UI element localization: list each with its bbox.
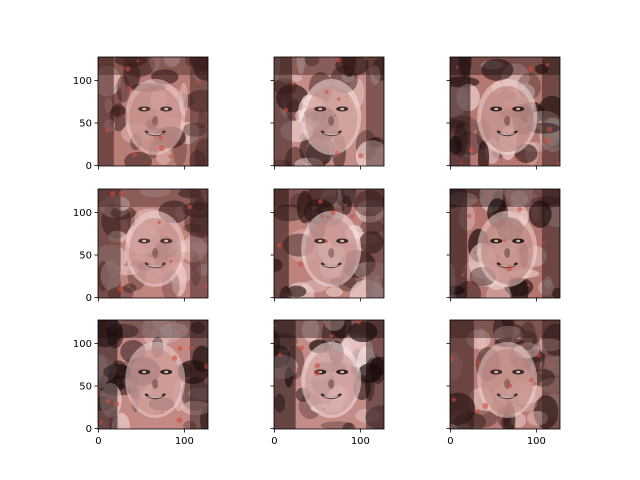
face-image [98,189,208,298]
y-tick-label: 50 [79,250,92,261]
panel-grid: 0 50 100 0 50 100 0 100 0 50 100 0 100 0 100 [73,56,561,447]
y-tick-label: 100 [73,208,92,219]
axes-frame [273,56,385,167]
y-tick-label: 0 [86,424,92,435]
image-panel-1-1: 0 50 100 [73,56,209,172]
image-panel-1-3 [446,56,561,170]
face-image [274,57,384,166]
y-tick-label: 100 [73,76,92,87]
x-tick-label: 0 [271,436,277,447]
image-panel-3-2: 0 100 [270,319,385,447]
face-image [274,320,384,429]
y-tick-label: 100 [73,339,92,350]
image-panel-2-3 [446,188,561,302]
face-image [450,57,560,166]
y-tick-label: 0 [86,293,92,304]
image-panel-2-1: 0 50 100 [73,188,209,304]
image-panel-3-3: 0 100 [446,319,561,447]
y-tick-label: 50 [79,118,92,129]
face-image [98,320,208,429]
face-image [450,189,560,298]
axes-frame [449,56,561,167]
axes-frame [97,56,209,167]
x-tick-label: 100 [527,436,546,447]
face-image [98,57,208,166]
face-image [274,189,384,298]
y-tick-label: 0 [86,161,92,172]
image-panel-1-2 [270,56,385,170]
x-tick-label: 0 [447,436,453,447]
axes-frame [97,319,209,430]
x-tick-label: 100 [351,436,370,447]
axes-frame [97,188,209,299]
image-panel-3-1: 0 100 0 50 100 [73,319,209,447]
image-panel-2-2 [270,188,385,302]
face-image [450,320,560,429]
x-tick-label: 0 [95,436,101,447]
axes-frame [449,188,561,299]
axes-frame [273,319,385,430]
axes-frame [273,188,385,299]
y-tick-label: 50 [79,381,92,392]
x-tick-label: 100 [175,436,194,447]
axes-frame [449,319,561,430]
